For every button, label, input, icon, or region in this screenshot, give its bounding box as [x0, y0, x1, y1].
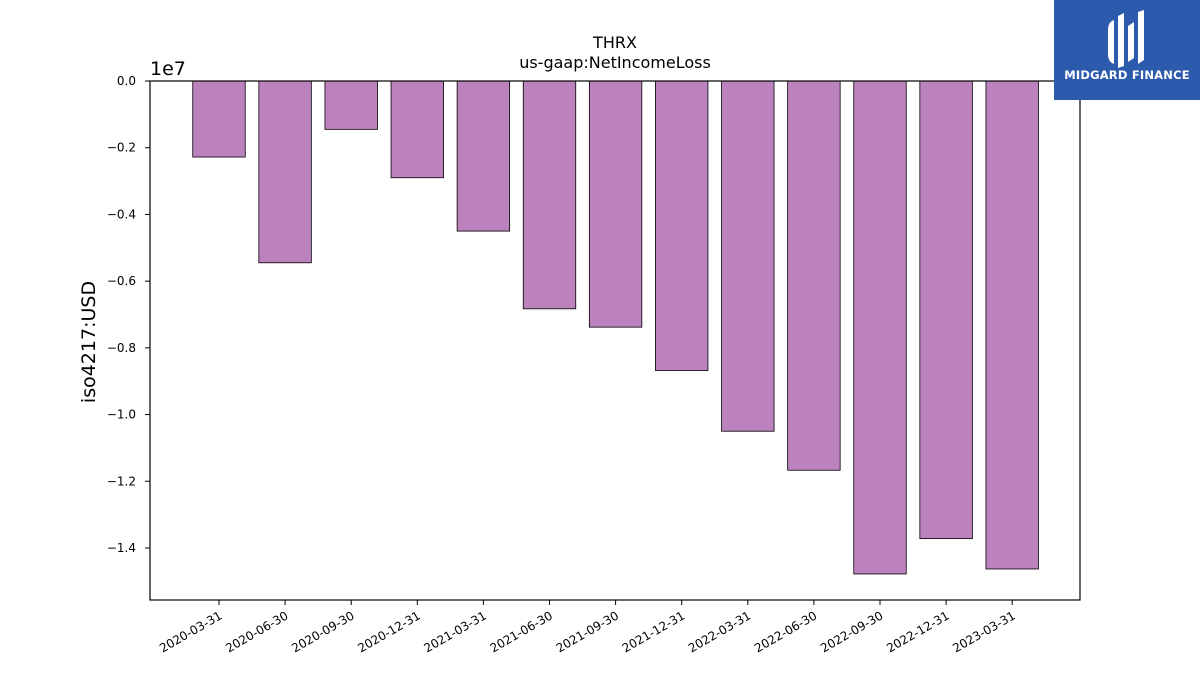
bar-2021-12-31 — [655, 80, 709, 371]
y-axis-label: iso4217:USD — [78, 281, 100, 403]
x-tick-label: 2022-12-31 — [884, 608, 951, 655]
x-tick-label: 2020-03-31 — [157, 608, 224, 655]
y-tick-label: −0.8 — [107, 341, 136, 355]
y-tick-label: −1.0 — [107, 408, 136, 422]
plot-frame — [149, 80, 1081, 601]
bar-2021-06-30 — [522, 80, 577, 310]
bar-2020-12-31 — [390, 80, 444, 179]
bar-2023-03-31 — [985, 80, 1039, 570]
x-tick-label: 2021-12-31 — [620, 608, 687, 655]
bar-2021-09-30 — [588, 80, 643, 328]
bar-2022-12-31 — [919, 80, 973, 540]
y-tick-label: −1.4 — [107, 541, 136, 555]
bar-2020-03-31 — [192, 80, 246, 158]
bar-2022-09-30 — [853, 80, 907, 575]
y-tick-label: −0.4 — [107, 207, 136, 221]
y-tick-label: −0.2 — [107, 141, 136, 155]
y-tick-label: −1.2 — [107, 474, 136, 488]
chart-subtitle: us-gaap:NetIncomeLoss — [519, 53, 711, 72]
y-scale-label: 1e7 — [150, 58, 186, 80]
bars-group — [192, 80, 1039, 575]
x-tick-label: 2020-12-31 — [355, 608, 422, 655]
midgard-logo-icon — [1108, 10, 1144, 68]
x-tick-label: 2020-09-30 — [289, 608, 356, 655]
x-tick-label: 2023-03-31 — [950, 608, 1017, 655]
brand-logo: MIDGARD FINANCE — [1054, 0, 1200, 100]
x-tick-label: 2021-09-30 — [554, 608, 621, 655]
x-tick-label: 2020-06-30 — [223, 608, 290, 655]
x-tick-label: 2021-06-30 — [488, 608, 555, 655]
x-tick-label: 2022-03-31 — [686, 608, 753, 655]
y-tick-label: −0.6 — [107, 274, 136, 288]
bar-2021-03-31 — [456, 80, 511, 232]
x-tick-label: 2021-03-31 — [421, 608, 488, 655]
x-tick-label: 2022-09-30 — [818, 608, 885, 655]
brand-name: MIDGARD FINANCE — [1064, 68, 1190, 82]
x-ticks-group: 2020-03-312020-06-302020-09-302020-12-31… — [157, 600, 1018, 655]
bar-2022-03-31 — [721, 80, 775, 432]
bar-2020-06-30 — [258, 80, 312, 264]
x-tick-label: 2022-06-30 — [752, 608, 819, 655]
bar-2020-09-30 — [324, 80, 378, 130]
bar-2022-06-30 — [787, 80, 841, 471]
y-tick-label: 0.0 — [117, 74, 136, 88]
y-ticks-group: 0.0 −0.2 −0.4 −0.6 −0.8 −1.0 −1.2 −1.4 — [107, 74, 150, 555]
chart-title: THRX — [592, 33, 637, 52]
